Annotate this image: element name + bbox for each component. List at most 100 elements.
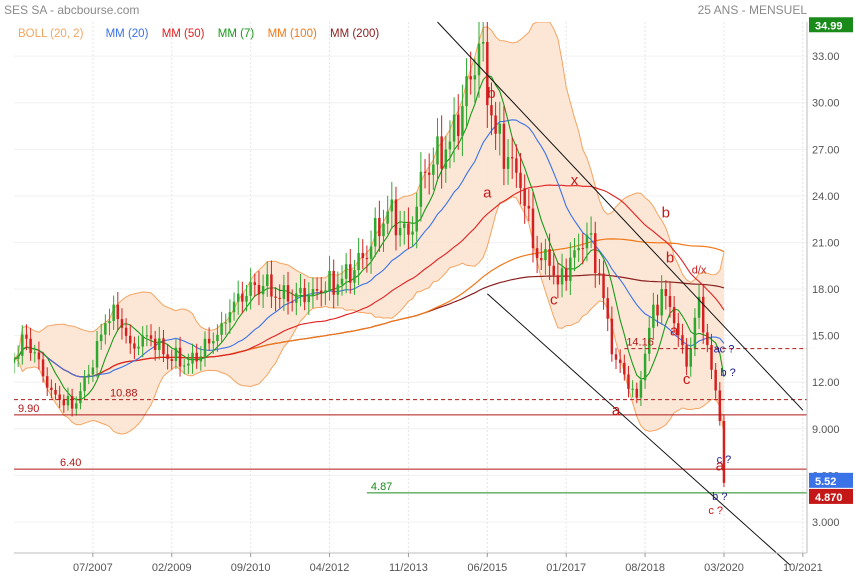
candle-body	[477, 43, 481, 76]
candle-body	[415, 206, 418, 232]
candle-body	[427, 172, 431, 175]
candle-body	[253, 282, 257, 285]
candle-body	[618, 359, 622, 363]
candle-body	[693, 317, 697, 349]
wave-annotation: c ?	[708, 505, 723, 517]
candle-body	[639, 380, 643, 398]
candle-body	[481, 41, 485, 44]
candle-body	[394, 199, 398, 236]
y-tick-label: 24.00	[812, 191, 840, 203]
candle-body	[378, 217, 381, 237]
candle-body	[689, 348, 692, 367]
ma-20-line	[14, 119, 725, 378]
candle-body	[187, 363, 190, 366]
candle-body	[153, 338, 157, 350]
candle-body	[569, 257, 572, 281]
candle-body	[266, 274, 269, 286]
candle-body	[315, 289, 319, 291]
level-label: 14.16	[626, 337, 654, 349]
candle-body	[465, 76, 468, 107]
candle-body	[232, 301, 236, 313]
candle-body	[104, 323, 107, 335]
candle-body	[16, 355, 20, 359]
candle-body	[311, 289, 315, 296]
candle-body	[203, 338, 207, 357]
candle-body	[344, 264, 348, 279]
candle-body	[564, 268, 568, 281]
wave-annotation: c	[683, 371, 691, 388]
candle-body	[353, 270, 356, 283]
candle-body	[722, 421, 726, 483]
candle-body	[573, 250, 576, 258]
candle-body	[718, 390, 722, 422]
candle-body	[21, 334, 24, 356]
candle-body	[307, 295, 311, 303]
x-tick-label: 04/2012	[310, 562, 350, 574]
candle-body	[357, 252, 360, 271]
candle-body	[656, 304, 659, 316]
candle-body	[216, 334, 219, 342]
candle-body	[515, 158, 518, 173]
candle-body	[54, 389, 57, 395]
candle-body	[581, 248, 585, 250]
candle-body	[116, 304, 120, 320]
x-tick-label: 02/2009	[152, 562, 192, 574]
candle-body	[506, 157, 510, 169]
candle-body	[220, 323, 223, 335]
timeframe-label: 25 ANS - MENSUEL	[697, 3, 807, 17]
candle-body	[145, 335, 149, 337]
candle-body	[382, 223, 385, 237]
candle-body	[627, 374, 630, 389]
candle-body	[70, 396, 74, 409]
candle-body	[261, 285, 265, 295]
candle-body	[685, 345, 688, 367]
x-tick-label: 09/2010	[231, 562, 271, 574]
x-tick-label: 06/2015	[467, 562, 507, 574]
candle-body	[170, 359, 174, 361]
candle-body	[133, 343, 136, 349]
candle-body	[14, 358, 16, 364]
candle-body	[129, 335, 132, 344]
candle-body	[37, 352, 41, 360]
candle-body	[33, 352, 37, 354]
wave-annotation: d/x	[692, 265, 707, 277]
x-tick-label: 11/2013	[389, 562, 428, 574]
wave-annotation: a	[483, 184, 492, 201]
candle-body	[681, 335, 684, 346]
candle-body	[290, 301, 294, 303]
x-tick-label: 03/2020	[704, 562, 744, 574]
candle-body	[29, 338, 32, 354]
candle-body	[585, 234, 589, 249]
candle-body	[324, 290, 327, 293]
candle-body	[332, 270, 335, 295]
candle-body	[398, 227, 402, 236]
candle-body	[373, 217, 377, 247]
candle-body	[623, 362, 626, 375]
candle-body	[548, 249, 551, 266]
trendline	[486, 293, 791, 566]
candle-body	[270, 274, 273, 297]
candle-body	[486, 41, 489, 106]
candle-body	[45, 376, 49, 388]
wave-annotation: a	[716, 458, 725, 475]
candle-body	[652, 304, 655, 328]
candle-body	[278, 297, 281, 299]
wave-annotation: c ?	[717, 454, 732, 466]
price-tag-label: 5.52	[815, 476, 836, 488]
candle-body	[510, 157, 514, 159]
candle-body	[531, 208, 535, 249]
y-tick-label: 18.00	[812, 284, 840, 296]
candle-body	[407, 223, 410, 235]
candle-body	[436, 136, 439, 165]
legend-item: MM (7)	[218, 28, 255, 40]
trendline	[437, 21, 804, 411]
candle-body	[124, 327, 128, 336]
price-tag-label: 4.870	[815, 492, 843, 504]
candle-body	[365, 258, 369, 259]
candle-body	[660, 289, 663, 316]
candle-body	[635, 388, 639, 398]
candle-body	[469, 76, 472, 80]
candle-body	[386, 211, 389, 224]
candle-body	[577, 248, 580, 251]
